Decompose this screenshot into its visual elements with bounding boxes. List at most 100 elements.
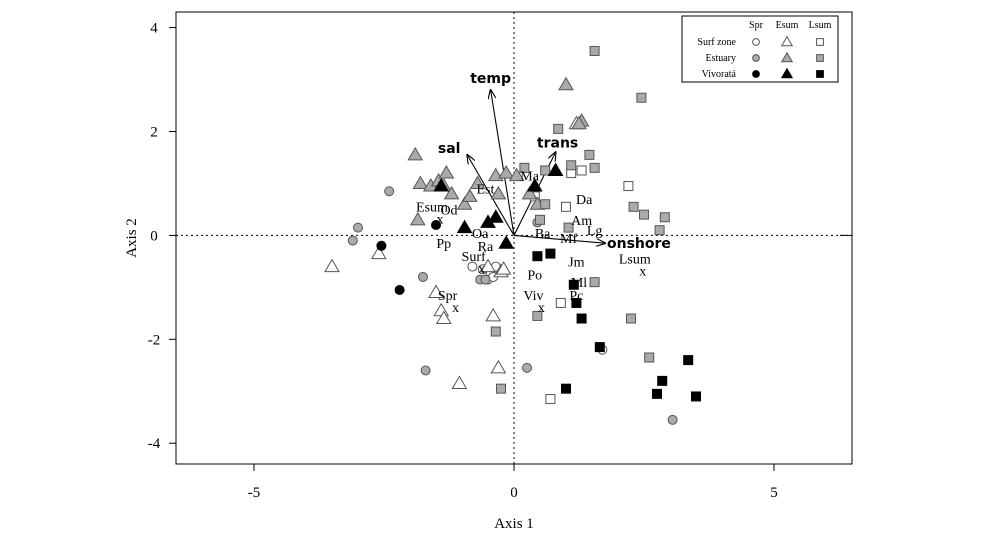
legend-marker — [816, 38, 824, 46]
zero-reference-lines — [176, 12, 852, 464]
legend-row-label: Estuary — [705, 53, 736, 64]
data-point-square — [545, 394, 556, 405]
centroid-marker-Lsum: x — [639, 265, 646, 280]
data-point-square — [659, 212, 670, 223]
data-point-triangle — [498, 165, 515, 179]
centroid-label-Esum: Esum — [416, 201, 448, 216]
data-point-square — [626, 313, 636, 324]
data-point-triangle — [487, 209, 504, 223]
vector-arrow-sal — [467, 155, 515, 236]
x-axis-title: Axis 1 — [494, 516, 534, 532]
data-point-square — [540, 199, 551, 210]
data-point-triangle — [490, 185, 507, 200]
data-point-square — [532, 251, 543, 262]
x-tick-label: 0 — [510, 485, 518, 501]
data-point-circle — [467, 261, 478, 272]
legend-marker — [780, 67, 794, 79]
legend-box — [681, 15, 839, 83]
species-label-Am: Am — [571, 214, 592, 229]
data-point-square — [553, 123, 564, 134]
centroid-label-Spr: Spr — [438, 289, 458, 304]
data-point-triangle — [469, 175, 486, 189]
species-label-Ml: Ml — [571, 276, 587, 291]
y-tick-label: -4 — [148, 436, 161, 452]
legend-marker — [780, 51, 794, 63]
data-point-square — [555, 297, 566, 308]
vector-label-sal: sal — [438, 141, 461, 157]
species-label-Da: Da — [576, 193, 593, 208]
data-point-triangle — [571, 115, 587, 130]
data-point-square — [563, 222, 574, 233]
data-point-triangle — [435, 310, 452, 325]
data-point-triangle — [370, 245, 387, 260]
data-point-square — [589, 162, 600, 173]
data-point-triangle — [324, 258, 340, 273]
data-point-triangle — [438, 165, 455, 179]
species-label-Jm: Jm — [568, 255, 584, 270]
legend-marker — [816, 70, 824, 78]
species-label-Po: Po — [527, 268, 542, 283]
legend-marker — [780, 35, 794, 47]
data-point-square — [566, 160, 577, 171]
legend-marker — [752, 38, 760, 46]
legend-row-label: Vivoratá — [702, 69, 737, 80]
data-point-square — [644, 352, 655, 363]
data-point-square — [589, 45, 600, 56]
data-point-square — [540, 165, 551, 176]
data-point-square — [561, 383, 571, 394]
data-point-circle — [480, 274, 491, 285]
data-point-square — [584, 149, 595, 160]
data-point-triangle — [521, 185, 538, 200]
vector-arrow-onshore — [513, 234, 605, 243]
x-tick-label: 5 — [770, 485, 778, 501]
species-label-Ma: Ma — [520, 170, 539, 185]
legend-row-label: Surf zone — [697, 37, 736, 48]
data-point-triangle — [428, 284, 444, 299]
centroid-marker-Viv: x — [538, 301, 545, 316]
data-point-triangle — [433, 302, 450, 317]
data-point-circle — [418, 271, 428, 282]
data-point-triangle — [508, 167, 525, 182]
species-label-Ba: Ba — [535, 227, 551, 242]
data-point-triangle — [480, 214, 496, 228]
data-point-square — [639, 209, 649, 220]
y-tick-label: 0 — [150, 228, 158, 244]
species-label-Pp: Pp — [436, 237, 451, 252]
data-point-triangle — [495, 261, 512, 275]
data-point-triangle — [433, 178, 450, 192]
y-tick-label: 4 — [150, 21, 158, 37]
species-label-Pc: Pc — [569, 289, 583, 304]
data-point-square — [654, 225, 665, 236]
data-point-square — [683, 355, 694, 366]
data-point-square — [545, 248, 556, 259]
data-point-square — [532, 310, 543, 321]
data-point-square — [576, 313, 587, 324]
y-tick-label: -2 — [148, 332, 161, 348]
vector-label-trans: trans — [537, 135, 578, 151]
y-tick-label: 2 — [150, 124, 158, 140]
data-point-triangle — [407, 146, 424, 161]
data-point-triangle — [412, 175, 429, 189]
legend-marker — [752, 70, 760, 78]
data-point-circle — [347, 235, 358, 246]
centroid-label-Lsum: Lsum — [619, 253, 651, 268]
data-point-circle — [431, 220, 441, 231]
data-point-square — [636, 92, 647, 103]
data-point-circle — [384, 186, 395, 197]
data-point-square — [657, 375, 668, 386]
data-point-circle — [667, 414, 678, 425]
data-point-triangle — [451, 375, 468, 389]
data-point-triangle — [485, 307, 502, 322]
species-label-Od: Od — [440, 203, 457, 218]
environmental-vectors: temp sal trans onshore — [438, 71, 671, 252]
data-point-square — [490, 326, 501, 337]
data-point-triangle — [547, 162, 564, 176]
data-point-square — [628, 201, 639, 212]
axis-ticks: -5 0 5 4 2 0 -2 -4 — [148, 21, 778, 501]
species-label-Lg: Lg — [587, 224, 603, 239]
data-point-triangle — [456, 196, 473, 210]
data-point-square — [691, 391, 701, 402]
